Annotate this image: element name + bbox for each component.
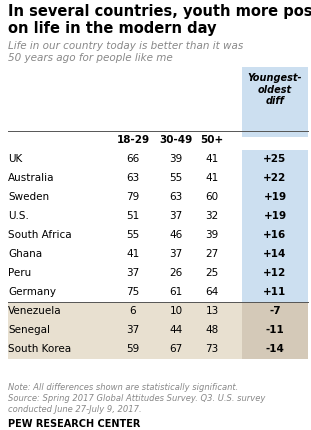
Text: 25: 25 xyxy=(205,267,219,277)
Text: +22: +22 xyxy=(263,172,287,183)
Text: 41: 41 xyxy=(205,154,219,164)
Bar xyxy=(8,321,242,340)
Text: In several countries, youth more positive
on life in the modern day: In several countries, youth more positiv… xyxy=(8,4,311,36)
Text: UK: UK xyxy=(8,154,22,164)
Bar xyxy=(242,68,308,138)
Text: PEW RESEARCH CENTER: PEW RESEARCH CENTER xyxy=(8,418,140,428)
Text: 26: 26 xyxy=(169,267,183,277)
Text: 39: 39 xyxy=(205,230,219,240)
Text: 39: 39 xyxy=(169,154,183,164)
Text: 46: 46 xyxy=(169,230,183,240)
Text: 59: 59 xyxy=(126,343,140,353)
Text: +16: +16 xyxy=(263,230,287,240)
Bar xyxy=(242,340,308,359)
Text: 37: 37 xyxy=(169,211,183,221)
Bar xyxy=(242,150,308,169)
Text: 63: 63 xyxy=(126,172,140,183)
Bar xyxy=(242,169,308,189)
Text: 37: 37 xyxy=(126,324,140,334)
Text: 10: 10 xyxy=(169,305,183,315)
Text: 44: 44 xyxy=(169,324,183,334)
Text: 64: 64 xyxy=(205,286,219,296)
Text: 60: 60 xyxy=(206,191,219,202)
Text: 37: 37 xyxy=(126,267,140,277)
Text: Peru: Peru xyxy=(8,267,31,277)
Text: 30-49: 30-49 xyxy=(159,135,193,144)
Text: Youngest-
oldest
diff: Youngest- oldest diff xyxy=(248,73,302,106)
Text: +12: +12 xyxy=(263,267,287,277)
Bar xyxy=(242,283,308,302)
Bar xyxy=(242,246,308,264)
Text: +14: +14 xyxy=(263,249,287,258)
Text: South Korea: South Korea xyxy=(8,343,71,353)
Text: Venezuela: Venezuela xyxy=(8,305,62,315)
Text: 73: 73 xyxy=(205,343,219,353)
Bar xyxy=(242,189,308,208)
Bar xyxy=(242,321,308,340)
Text: 37: 37 xyxy=(169,249,183,258)
Text: Australia: Australia xyxy=(8,172,54,183)
Bar xyxy=(242,264,308,283)
Text: 67: 67 xyxy=(169,343,183,353)
Bar xyxy=(242,302,308,321)
Text: 66: 66 xyxy=(126,154,140,164)
Text: 51: 51 xyxy=(126,211,140,221)
Text: U.S.: U.S. xyxy=(8,211,29,221)
Text: +25: +25 xyxy=(263,154,287,164)
Text: 63: 63 xyxy=(169,191,183,202)
Text: -11: -11 xyxy=(266,324,284,334)
Text: 61: 61 xyxy=(169,286,183,296)
Text: Germany: Germany xyxy=(8,286,56,296)
Text: Ghana: Ghana xyxy=(8,249,42,258)
Text: 55: 55 xyxy=(126,230,140,240)
Text: 18-29: 18-29 xyxy=(116,135,150,144)
Text: 6: 6 xyxy=(130,305,136,315)
Text: 48: 48 xyxy=(205,324,219,334)
Text: 55: 55 xyxy=(169,172,183,183)
Text: Sweden: Sweden xyxy=(8,191,49,202)
Text: 41: 41 xyxy=(205,172,219,183)
Text: +19: +19 xyxy=(263,211,286,221)
Bar xyxy=(242,227,308,246)
Bar xyxy=(242,208,308,227)
Bar xyxy=(8,302,242,321)
Text: +19: +19 xyxy=(263,191,286,202)
Bar xyxy=(8,340,242,359)
Text: 32: 32 xyxy=(205,211,219,221)
Text: Senegal: Senegal xyxy=(8,324,50,334)
Text: 79: 79 xyxy=(126,191,140,202)
Text: 13: 13 xyxy=(205,305,219,315)
Text: Note: All differences shown are statistically significant.
Source: Spring 2017 G: Note: All differences shown are statisti… xyxy=(8,382,265,413)
Text: +11: +11 xyxy=(263,286,287,296)
Text: 41: 41 xyxy=(126,249,140,258)
Text: South Africa: South Africa xyxy=(8,230,72,240)
Text: Life in our country today is better than it was
50 years ago for people like me: Life in our country today is better than… xyxy=(8,41,243,63)
Text: -7: -7 xyxy=(269,305,281,315)
Text: 50+: 50+ xyxy=(200,135,224,144)
Text: 27: 27 xyxy=(205,249,219,258)
Text: 75: 75 xyxy=(126,286,140,296)
Text: -14: -14 xyxy=(266,343,285,353)
